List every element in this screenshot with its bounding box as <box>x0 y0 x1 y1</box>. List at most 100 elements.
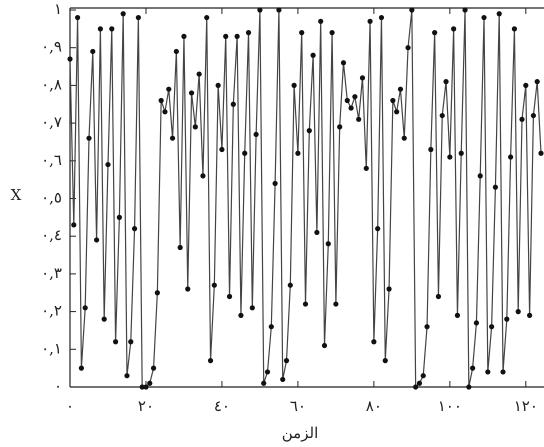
data-point <box>211 282 217 288</box>
x-tick-label: ٠ <box>66 397 74 415</box>
x-tick-label: ١٢٠ <box>514 397 538 415</box>
data-point <box>234 33 240 39</box>
data-point <box>527 312 533 318</box>
data-point <box>268 324 274 330</box>
data-point <box>458 150 464 156</box>
x-tick-label: ٤٠ <box>214 397 230 415</box>
data-point <box>321 342 328 349</box>
data-point <box>382 358 388 364</box>
y-tick-label: ٠,٣ <box>41 264 62 282</box>
data-point <box>283 358 290 364</box>
data-point <box>451 26 457 32</box>
data-point <box>78 365 84 371</box>
data-point <box>291 82 297 88</box>
data-point <box>504 316 510 322</box>
data-point <box>447 154 453 160</box>
data-point <box>185 286 191 292</box>
data-point <box>90 48 96 55</box>
data-point <box>299 30 305 36</box>
data-point <box>443 79 449 85</box>
data-point <box>166 86 172 92</box>
y-tick-label: ٠,٩ <box>41 38 62 56</box>
data-point <box>466 384 472 390</box>
data-point <box>325 241 331 247</box>
data-point <box>200 173 206 179</box>
data-point <box>173 48 179 55</box>
data-point <box>432 30 438 36</box>
data-point <box>257 7 263 13</box>
data-point <box>416 380 423 386</box>
data-point <box>378 14 385 21</box>
data-point <box>523 82 529 88</box>
x-tick-label: ١٠٠ <box>438 397 462 415</box>
data-point <box>371 339 377 345</box>
data-point <box>226 293 233 300</box>
data-point <box>481 14 487 21</box>
y-tick-label: ٠,٧ <box>41 113 62 131</box>
data-point <box>264 369 271 375</box>
data-point <box>71 222 77 228</box>
data-point <box>356 116 362 122</box>
data-point <box>230 101 236 107</box>
data-point <box>120 11 126 17</box>
x-axis-label: الزمن <box>282 424 318 442</box>
data-point <box>287 282 293 288</box>
data-point <box>150 365 157 371</box>
data-point <box>496 11 502 17</box>
data-point <box>276 7 282 13</box>
data-point <box>519 116 525 122</box>
data-point <box>93 237 100 243</box>
data-point <box>215 82 221 88</box>
data-point <box>207 358 214 364</box>
data-point <box>489 324 495 330</box>
data-point <box>124 373 130 379</box>
data-point <box>131 226 138 232</box>
data-point <box>162 109 168 115</box>
data-point <box>97 26 103 32</box>
data-point <box>424 324 430 330</box>
data-point <box>280 376 286 383</box>
data-point <box>394 109 400 115</box>
data-point <box>538 150 544 156</box>
data-point <box>348 105 354 111</box>
data-point <box>154 290 160 296</box>
data-point <box>462 7 468 13</box>
data-point <box>223 33 229 39</box>
data-point <box>405 45 411 51</box>
data-point <box>439 112 445 119</box>
data-point <box>105 161 111 168</box>
data-point <box>192 124 198 130</box>
y-tick-label: ٠,٥ <box>41 189 62 207</box>
data-point <box>386 286 392 292</box>
data-point <box>204 14 210 21</box>
data-point <box>409 7 415 13</box>
data-point <box>238 312 244 318</box>
data-point <box>530 112 537 119</box>
data-point <box>401 135 407 141</box>
x-tick-label: ٦٠ <box>290 397 306 415</box>
data-point <box>318 18 324 24</box>
x-tick-label: ٨٠ <box>366 397 382 415</box>
data-point <box>473 320 480 326</box>
data-point <box>329 30 335 36</box>
data-point <box>67 56 73 62</box>
data-point <box>492 184 499 190</box>
data-point <box>344 97 350 104</box>
data-point <box>82 305 88 311</box>
y-tick-label: ٠,٤ <box>41 226 62 244</box>
data-point <box>435 293 442 300</box>
data-point <box>314 229 320 236</box>
y-tick-label: ٠,٦ <box>41 151 62 169</box>
y-axis-label: X <box>11 186 22 204</box>
data-point <box>219 146 225 153</box>
data-point <box>135 14 141 21</box>
data-point <box>116 214 122 220</box>
data-point <box>367 18 373 24</box>
data-line <box>69 9 542 389</box>
data-point <box>375 226 381 232</box>
data-point <box>390 97 396 104</box>
data-point <box>485 369 491 375</box>
data-point <box>158 97 164 104</box>
data-point <box>454 312 461 318</box>
y-tick-label: ٠,٢ <box>41 302 62 320</box>
